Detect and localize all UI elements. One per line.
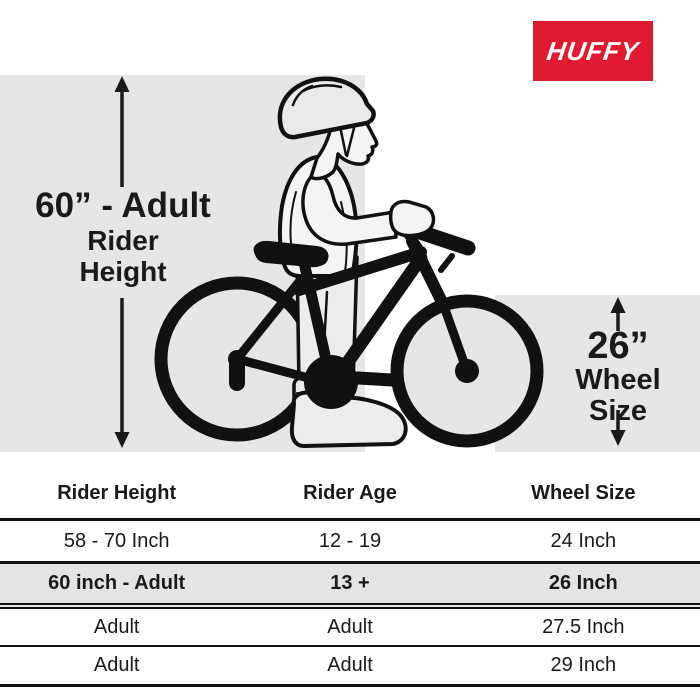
header-rider-age: Rider Age: [303, 482, 397, 504]
wheel-size-label-2: Size: [588, 395, 648, 428]
cell-rider-height: Adult: [93, 615, 140, 638]
top-tube: [293, 246, 427, 296]
table-row: Adult Adult 27.5 Inch: [0, 609, 700, 647]
rider-height-arrow-icon: [114, 76, 130, 448]
rider-hand: [388, 199, 436, 238]
cell-wheel-size: 29 Inch: [550, 654, 617, 676]
wheel-size-label-1: Wheel: [575, 364, 661, 396]
cell-wheel-size: 26 Inch: [548, 572, 618, 594]
rider-height-callout: 60” - Adult Rider Height: [0, 186, 246, 288]
cell-wheel-size: 24 Inch: [550, 529, 617, 552]
cell-rider-age: 13 +: [330, 572, 370, 594]
cell-rider-height: 60 inch - Adult: [48, 572, 186, 594]
rider-helmet: [277, 76, 376, 140]
size-chart-table: Rider Height Rider Age Wheel Size 58 - 7…: [0, 455, 700, 687]
rider-height-label-2: Height: [79, 256, 167, 288]
pedal: [351, 371, 399, 387]
saddle: [253, 240, 329, 268]
rider-height-value: 60” - Adult: [35, 186, 211, 225]
fork: [436, 293, 472, 376]
header-rider-height: Rider Height: [57, 482, 177, 504]
front-hub: [455, 359, 479, 383]
cell-wheel-size: 27.5 Inch: [542, 615, 625, 638]
huffy-logo: HUFFY: [533, 21, 653, 81]
wheel-size-arrow-icon: [610, 297, 626, 446]
bicycle: [232, 218, 544, 448]
bike-fit-illustration-section: HUFFY 60” - Adult Rider Height 26” Wheel…: [0, 21, 700, 452]
cell-rider-height: Adult: [93, 654, 140, 676]
huffy-logo-text: HUFFY: [545, 35, 642, 66]
seat-stay: [232, 277, 304, 364]
table-row: 58 - 70 Inch 12 - 19 24 Inch: [0, 521, 700, 561]
table-row-highlighted: 60 inch - Adult 13 + 26 Inch: [0, 561, 700, 609]
cell-rider-age: 12 - 19: [318, 529, 382, 552]
table-row: Adult Adult 29 Inch: [0, 647, 700, 687]
header-wheel-size: Wheel Size: [531, 482, 636, 504]
cell-rider-age: Adult: [327, 615, 373, 638]
bike-rider-illustration: [0, 75, 700, 452]
wheel-size-value: 26”: [587, 325, 649, 367]
down-tube: [329, 251, 428, 386]
cell-rider-height: 58 - 70 Inch: [63, 529, 170, 552]
rider-height-label-1: Rider: [87, 224, 159, 256]
cell-rider-age: Adult: [327, 654, 373, 676]
brake-lever: [438, 253, 455, 273]
wheel-size-callout: 26” Wheel Size: [540, 327, 696, 428]
size-chart-header-row: Rider Height Rider Age Wheel Size: [0, 455, 700, 521]
